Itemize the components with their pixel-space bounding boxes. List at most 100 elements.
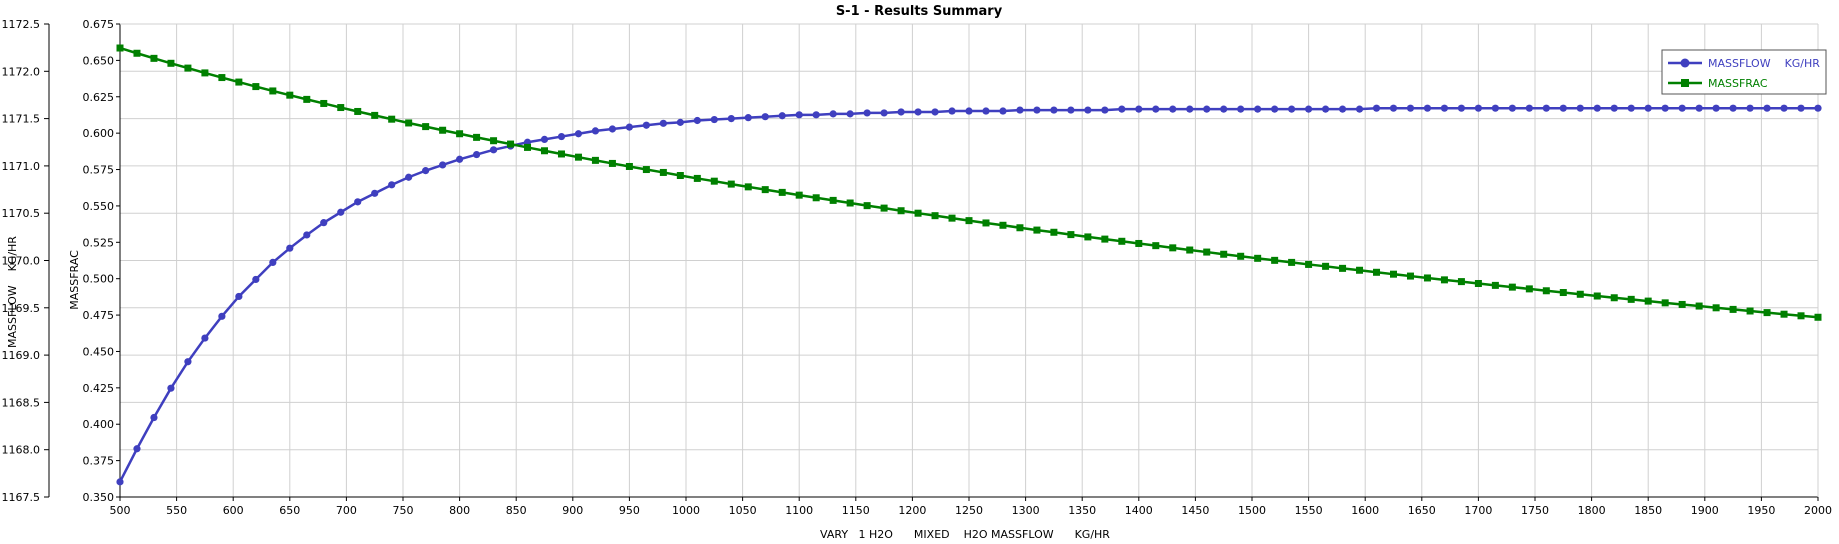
data-point-massfrac xyxy=(1508,283,1516,291)
data-point-massflow xyxy=(1186,105,1194,113)
legend-marker-massflow xyxy=(1680,58,1690,68)
data-point-massfrac xyxy=(1644,297,1652,305)
data-point-massflow xyxy=(914,108,922,116)
data-point-massflow xyxy=(642,121,650,129)
chart-title: S-1 - Results Summary xyxy=(836,4,1003,19)
y1-tick-label: 1172.0 xyxy=(2,65,41,78)
x-tick-label: 900 xyxy=(562,504,583,517)
y1-tick-label: 1167.5 xyxy=(2,491,41,504)
y1-tick-label: 1171.0 xyxy=(2,160,41,173)
legend-label-massflow: MASSFLOW KG/HR xyxy=(1708,57,1820,70)
data-point-massfrac xyxy=(456,130,464,138)
y2-axis-title: MASSFRAC xyxy=(68,250,81,310)
data-point-massfrac xyxy=(642,166,650,174)
x-tick-label: 850 xyxy=(506,504,527,517)
x-axis-title: VARY 1 H2O MIXED H2O MASSFLOW KG/HR xyxy=(820,528,1110,541)
data-point-massfrac xyxy=(1152,242,1160,250)
x-tick-label: 1700 xyxy=(1464,504,1492,517)
data-point-massflow xyxy=(252,275,260,284)
data-point-massflow xyxy=(778,112,786,120)
y2-tick-label: 0.525 xyxy=(83,236,115,249)
data-point-massflow xyxy=(1593,104,1601,112)
data-point-massfrac xyxy=(693,174,701,182)
data-point-massflow xyxy=(1305,105,1313,113)
data-point-massfrac xyxy=(1627,295,1635,303)
y1-tick-label: 1169.0 xyxy=(2,349,41,362)
data-point-massflow xyxy=(303,231,311,239)
data-point-massflow xyxy=(1780,104,1788,112)
data-point-massflow xyxy=(1321,105,1330,113)
data-point-massfrac xyxy=(778,188,786,196)
y2-tick-label: 0.550 xyxy=(83,200,115,213)
data-point-massflow xyxy=(1491,104,1499,112)
data-point-massfrac xyxy=(235,78,243,86)
data-point-massfrac xyxy=(1203,248,1211,256)
data-point-massfrac xyxy=(1746,307,1754,315)
data-point-massfrac xyxy=(591,156,599,164)
x-tick-label: 1750 xyxy=(1521,504,1549,517)
data-point-massfrac xyxy=(897,207,905,215)
data-point-massfrac xyxy=(1593,292,1601,300)
data-point-massflow xyxy=(1050,106,1058,114)
legend[interactable]: MASSFLOW KG/HR MASSFRAC xyxy=(1661,49,1827,95)
data-point-massflow xyxy=(1203,105,1211,113)
y1-tick-label: 1170.0 xyxy=(2,255,41,268)
data-point-massfrac xyxy=(1118,237,1126,245)
x-tick-label: 1200 xyxy=(898,504,926,517)
data-point-massfrac xyxy=(269,87,277,95)
data-point-massfrac xyxy=(1254,254,1262,262)
data-point-massfrac xyxy=(965,217,973,225)
data-point-massfrac xyxy=(1661,299,1669,307)
data-point-massfrac xyxy=(1135,239,1143,247)
y1-tick-label: 1170.5 xyxy=(2,207,41,220)
x-tick-label: 500 xyxy=(110,504,131,517)
data-point-massflow xyxy=(133,445,141,453)
data-point-massfrac xyxy=(371,111,379,119)
data-point-massflow xyxy=(795,111,803,119)
data-point-massflow xyxy=(812,111,820,119)
data-point-massfrac xyxy=(574,153,582,161)
data-point-massfrac xyxy=(1712,304,1720,312)
data-point-massflow xyxy=(829,110,837,118)
x-tick-label: 1400 xyxy=(1125,504,1153,517)
data-point-massflow xyxy=(982,107,990,115)
data-point-massfrac xyxy=(507,140,515,148)
x-tick-label: 1650 xyxy=(1408,504,1436,517)
data-point-massflow xyxy=(1542,104,1550,112)
data-point-massfrac xyxy=(1237,252,1245,260)
data-point-massflow xyxy=(1525,104,1533,112)
legend-box xyxy=(1661,49,1827,95)
data-point-massflow xyxy=(337,208,345,216)
data-point-massflow xyxy=(744,114,752,122)
data-point-massflow xyxy=(846,110,854,118)
series-layer xyxy=(116,44,1822,486)
data-point-massflow xyxy=(1372,104,1381,112)
data-point-massfrac xyxy=(1322,262,1330,270)
data-point-massfrac xyxy=(405,119,413,127)
data-point-massfrac xyxy=(795,191,803,199)
data-point-massfrac xyxy=(354,107,362,115)
data-point-massflow xyxy=(948,107,956,115)
data-point-massfrac xyxy=(218,74,226,82)
data-point-massflow xyxy=(761,113,769,121)
data-point-massfrac xyxy=(1763,309,1771,317)
data-point-massfrac xyxy=(948,214,956,222)
data-point-massfrac xyxy=(608,159,616,167)
legend-label-massfrac: MASSFRAC xyxy=(1708,77,1768,90)
data-point-massflow xyxy=(1729,104,1737,112)
y2-tick-label: 0.400 xyxy=(83,418,115,431)
y1-tick-label: 1169.5 xyxy=(2,302,41,315)
y2-tick-label: 0.475 xyxy=(83,309,115,322)
data-point-massfrac xyxy=(557,150,565,158)
y2-tick-label: 0.425 xyxy=(83,382,115,395)
data-point-massflow xyxy=(897,108,905,116)
data-point-massfrac xyxy=(167,59,175,67)
y2-tick-label: 0.450 xyxy=(83,345,115,358)
data-point-massfrac xyxy=(490,137,498,145)
data-point-massflow xyxy=(1220,105,1228,113)
data-point-massflow xyxy=(1814,104,1822,112)
data-point-massfrac xyxy=(1610,294,1618,302)
x-tick-label: 1800 xyxy=(1578,504,1606,517)
data-point-massfrac xyxy=(133,49,141,57)
data-point-massfrac xyxy=(388,115,396,123)
